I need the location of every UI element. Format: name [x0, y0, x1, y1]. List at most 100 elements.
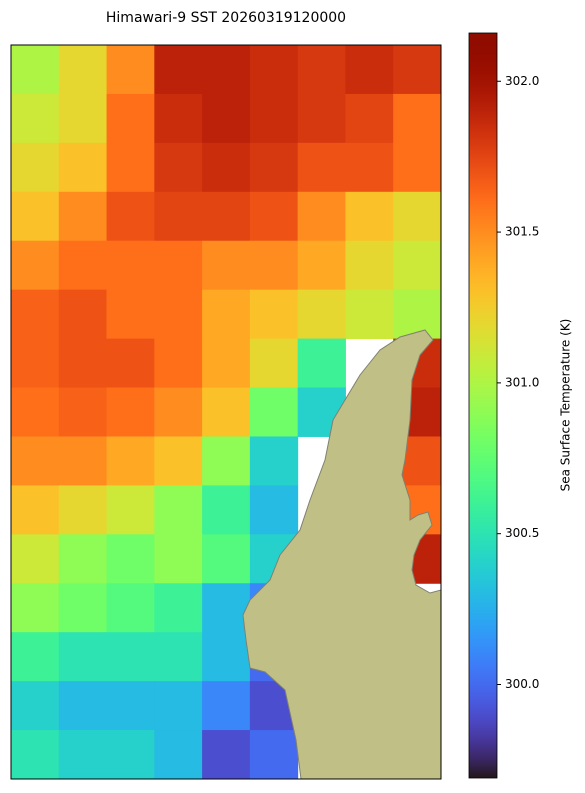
sst-cell — [249, 45, 299, 95]
sst-cell — [11, 681, 60, 731]
sst-cell — [58, 387, 108, 437]
sst-cell — [154, 338, 203, 389]
sst-cell — [106, 338, 155, 389]
sst-cell — [11, 142, 60, 193]
sst-cell — [106, 534, 155, 584]
sst-cell — [58, 338, 108, 389]
sst-cell — [393, 142, 441, 193]
sst-cell — [297, 191, 346, 242]
colorbar-tick-label: 300.0 — [505, 677, 539, 691]
sst-cell — [345, 191, 394, 242]
sst-cell — [11, 583, 60, 633]
sst-cell — [106, 485, 155, 535]
sst-cell — [106, 289, 155, 340]
sst-cell — [345, 240, 394, 291]
sst-cell — [202, 45, 251, 95]
sst-cell — [106, 240, 155, 291]
sst-cell — [297, 240, 346, 291]
sst-cell — [202, 583, 251, 633]
sst-cell — [345, 45, 394, 95]
sst-cell — [106, 632, 155, 682]
sst-cell — [11, 45, 60, 95]
sst-cell — [154, 387, 203, 437]
sst-cell — [106, 93, 155, 144]
map-frame — [10, 44, 442, 780]
sst-cell — [345, 93, 394, 144]
sst-cell — [249, 240, 299, 291]
sst-cell — [202, 632, 251, 682]
sst-cell — [58, 93, 108, 144]
sst-cell — [154, 534, 203, 584]
colorbar-tick-label: 301.0 — [505, 375, 539, 389]
sst-cell — [345, 289, 394, 340]
colorbar-tick-label: 302.0 — [505, 74, 539, 88]
sst-cell — [202, 191, 251, 242]
sst-cell — [11, 240, 60, 291]
sst-cell — [154, 45, 203, 95]
sst-cell — [58, 45, 108, 95]
sst-cell — [154, 730, 203, 779]
sst-cell — [345, 142, 394, 193]
sst-cell — [393, 191, 441, 242]
sst-cell — [154, 142, 203, 193]
sst-cell — [11, 191, 60, 242]
sst-cell — [202, 240, 251, 291]
colorbar-tick-label: 300.5 — [505, 526, 539, 540]
sst-cell — [202, 485, 251, 535]
sst-cell — [106, 142, 155, 193]
sst-cell — [58, 191, 108, 242]
sst-field — [11, 45, 441, 779]
sst-cell — [11, 730, 60, 779]
sst-cell — [58, 436, 108, 486]
colorbar-label: Sea Surface Temperature (K) — [559, 319, 573, 492]
sst-cell — [106, 387, 155, 437]
colorbar-tick-label: 301.5 — [505, 225, 539, 239]
sst-cell — [58, 142, 108, 193]
sst-cell — [154, 436, 203, 486]
sst-cell — [58, 730, 108, 779]
sst-cell — [11, 387, 60, 437]
sst-cell — [249, 436, 299, 486]
sst-cell — [58, 681, 108, 731]
sst-cell — [106, 45, 155, 95]
sst-cell — [202, 387, 251, 437]
sst-cell — [154, 240, 203, 291]
sst-cell — [154, 583, 203, 633]
sst-cell — [202, 534, 251, 584]
sst-cell — [154, 93, 203, 144]
sst-cell — [11, 485, 60, 535]
sst-cell — [106, 730, 155, 779]
sst-cell — [202, 93, 251, 144]
sst-cell — [202, 730, 251, 779]
sst-cell — [297, 289, 346, 340]
land — [242, 329, 441, 779]
sst-cell — [11, 93, 60, 144]
sst-cell — [11, 436, 60, 486]
sst-cell — [393, 240, 441, 291]
sst-cell — [202, 289, 251, 340]
sst-cell — [58, 583, 108, 633]
sst-cell — [297, 45, 346, 95]
sst-cell — [154, 632, 203, 682]
sst-cell — [58, 632, 108, 682]
sst-cell — [249, 485, 299, 535]
sst-cell — [154, 289, 203, 340]
sst-cell — [58, 534, 108, 584]
sst-cell — [249, 289, 299, 340]
sst-cell — [11, 632, 60, 682]
sst-cell — [58, 485, 108, 535]
sst-cell — [297, 93, 346, 144]
sst-cell — [393, 289, 441, 340]
colorbar — [468, 32, 498, 779]
sst-cell — [106, 191, 155, 242]
sst-cell — [202, 142, 251, 193]
chart-title: Himawari-9 SST 20260319120000 — [106, 10, 346, 26]
sst-cell — [249, 730, 299, 779]
sst-cell — [249, 191, 299, 242]
sst-cell — [11, 338, 60, 389]
sst-cell — [297, 142, 346, 193]
sst-cell — [154, 485, 203, 535]
sst-cell — [393, 45, 441, 95]
sst-cell — [249, 142, 299, 193]
